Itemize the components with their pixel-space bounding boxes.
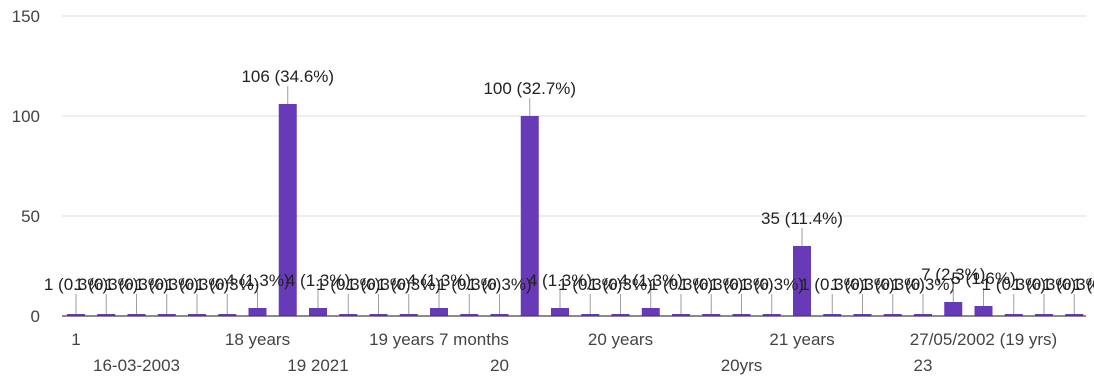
bar xyxy=(97,314,116,316)
bar xyxy=(853,314,872,316)
data-labels: 1 (0.3%)1 (0.3%)1 (0.3%)1 (0.3%)1 (0.3%)… xyxy=(44,67,1094,314)
bar xyxy=(611,314,630,316)
data-label: 1 (0.3%) xyxy=(800,275,864,294)
data-label: 1 (0.3%) xyxy=(346,275,410,294)
bar xyxy=(339,314,358,316)
x-tick-label: 20 xyxy=(490,356,509,375)
y-tick-label: 100 xyxy=(12,107,40,126)
bar xyxy=(430,308,448,316)
bar xyxy=(278,104,297,316)
data-label: 4 (1.3%) xyxy=(286,271,350,290)
bar xyxy=(641,308,660,316)
bar xyxy=(581,314,600,316)
data-label: 1 (0.3%) xyxy=(861,275,925,294)
data-label: 35 (11.4%) xyxy=(761,209,843,228)
bar xyxy=(369,314,388,316)
bar xyxy=(551,308,569,316)
data-label: 4 (1.3%) xyxy=(619,271,683,290)
y-axis-ticks: 0 50 100 150 xyxy=(12,7,40,326)
data-label: 1 (0.3%) xyxy=(165,275,229,294)
x-tick-label: 16-03-2003 xyxy=(93,356,180,375)
data-label: 1 (0.3%) xyxy=(558,275,622,294)
y-tick-label: 50 xyxy=(21,207,40,226)
data-label: 1 (0.3%) xyxy=(74,275,138,294)
bar xyxy=(823,314,842,316)
bar xyxy=(914,314,932,316)
data-label: 1 (0.3%) xyxy=(195,275,259,294)
bar xyxy=(520,116,539,316)
bar xyxy=(248,308,267,316)
x-axis-ticks: 1 16-03-2003 18 years 19 2021 19 years 7 mon… xyxy=(71,330,1057,375)
data-label: 1 (0.3%) xyxy=(830,275,894,294)
bar xyxy=(732,314,751,316)
x-tick-label: 23 xyxy=(914,356,933,375)
data-label: 1 (0.3%) xyxy=(891,275,955,294)
x-tick-label: 19 years 7 months xyxy=(369,330,509,349)
data-label: 1 (0.3%) xyxy=(377,275,441,294)
data-label: 4 (1.3%) xyxy=(407,271,471,290)
x-tick-label: 20 years xyxy=(588,330,653,349)
bar xyxy=(702,314,721,316)
data-label: 1 (0.3%) xyxy=(982,275,1046,294)
bar xyxy=(762,314,781,316)
data-label: 1 (0.3%) xyxy=(649,275,713,294)
bar xyxy=(883,314,902,316)
bar xyxy=(1004,314,1023,316)
data-label: 1 (0.3%) xyxy=(679,275,743,294)
bar xyxy=(1035,314,1053,316)
data-label: 1 (0.3%) xyxy=(44,275,108,294)
x-tick-label: 27/05/2002 (19 yrs) xyxy=(910,330,1057,349)
bar xyxy=(399,314,418,316)
data-label: 1 (0.3%) xyxy=(1012,275,1076,294)
data-label: 4 (1.3%) xyxy=(528,271,592,290)
data-label: 1 (0.3%) xyxy=(588,275,652,294)
y-tick-label: 150 xyxy=(12,7,40,26)
bar xyxy=(974,306,993,316)
bar xyxy=(490,314,509,316)
data-label: 100 (32.7%) xyxy=(483,79,576,98)
data-label: 4 (1.3%) xyxy=(225,271,289,290)
data-label: 7 (2.3%) xyxy=(921,265,985,284)
bar xyxy=(188,314,206,316)
bar xyxy=(793,246,811,316)
bar xyxy=(309,308,327,316)
data-label: 1 (0.3%) xyxy=(104,275,168,294)
data-label: 1 (0.3%) xyxy=(467,275,531,294)
x-tick-label: 1 xyxy=(71,330,80,349)
bars xyxy=(67,104,1084,316)
bar xyxy=(1065,314,1084,316)
data-label: 1 (0.3%) xyxy=(316,275,380,294)
bar xyxy=(460,314,479,316)
bar xyxy=(672,314,690,316)
bar xyxy=(127,314,146,316)
data-label: 1 (0.3%) xyxy=(1042,275,1094,294)
data-label: 1 (0.3%) xyxy=(740,275,804,294)
data-label: 1 (0.3%) xyxy=(1072,275,1094,294)
data-label: 1 (0.3%) xyxy=(135,275,199,294)
bar xyxy=(157,314,176,316)
bar xyxy=(218,314,237,316)
bar xyxy=(944,302,963,316)
x-tick-label: 21 years xyxy=(769,330,834,349)
data-label: 5 (1.6%) xyxy=(951,269,1015,288)
grid-lines xyxy=(62,15,1086,217)
x-tick-label: 18 years xyxy=(225,330,290,349)
y-tick-label: 0 xyxy=(31,307,40,326)
x-tick-label: 20yrs xyxy=(721,356,763,375)
bar xyxy=(67,314,85,316)
data-label: 106 (34.6%) xyxy=(241,67,334,86)
x-tick-label: 19 2021 xyxy=(287,356,348,375)
data-label: 1 (0.3%) xyxy=(709,275,773,294)
data-label: 1 (0.3%) xyxy=(437,275,501,294)
